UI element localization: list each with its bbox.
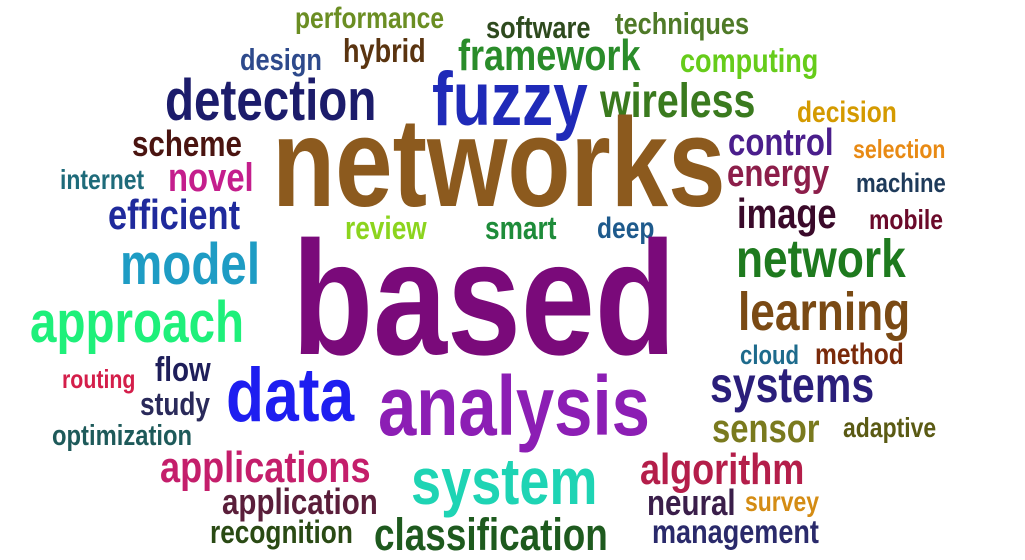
word-method: method xyxy=(815,338,904,371)
word-management: management xyxy=(652,513,819,550)
word-adaptive: adaptive xyxy=(843,412,937,443)
word-detection: detection xyxy=(165,68,377,133)
word-network: network xyxy=(736,229,906,289)
word-approach: approach xyxy=(30,290,245,355)
word-design: design xyxy=(240,42,322,77)
word-systems: systems xyxy=(710,357,875,413)
word-mobile: mobile xyxy=(869,204,943,235)
word-fuzzy: fuzzy xyxy=(432,57,588,142)
word-recognition: recognition xyxy=(210,514,353,550)
word-networks: networks xyxy=(272,92,726,233)
word-machine: machine xyxy=(856,168,946,198)
word-review: review xyxy=(345,210,427,246)
word-system: system xyxy=(411,444,598,518)
word-decision: decision xyxy=(797,96,897,129)
word-analysis: analysis xyxy=(378,359,650,453)
word-efficient: efficient xyxy=(108,191,241,238)
word-classification: classification xyxy=(374,509,608,560)
word-sensor: sensor xyxy=(712,407,820,451)
word-based: based xyxy=(292,208,676,389)
word-applications: applications xyxy=(160,443,371,492)
word-internet: internet xyxy=(60,164,145,195)
word-flow: flow xyxy=(155,351,211,389)
word-algorithm: algorithm xyxy=(640,445,805,494)
word-techniques: techniques xyxy=(615,6,750,41)
word-image: image xyxy=(737,190,837,237)
word-smart: smart xyxy=(485,210,557,246)
word-study: study xyxy=(140,386,210,422)
word-neural: neural xyxy=(647,482,736,523)
word-application: application xyxy=(222,481,378,522)
word-selection: selection xyxy=(853,134,946,164)
word-deep: deep xyxy=(597,212,655,245)
word-optimization: optimization xyxy=(52,420,193,452)
word-scheme: scheme xyxy=(132,123,242,164)
word-framework: framework xyxy=(458,31,641,80)
word-routing: routing xyxy=(62,364,136,394)
word-survey: survey xyxy=(745,486,820,517)
word-energy: energy xyxy=(727,153,830,195)
word-model: model xyxy=(120,232,261,297)
word-learning: learning xyxy=(738,282,911,342)
word-cloud: cloud xyxy=(740,340,800,370)
word-performance: performance xyxy=(295,2,445,35)
word-computing: computing xyxy=(680,42,819,79)
word-novel: novel xyxy=(168,156,254,200)
word-hybrid: hybrid xyxy=(343,32,426,69)
word-software: software xyxy=(486,10,591,45)
word-wireless: wireless xyxy=(600,75,756,128)
word-control: control xyxy=(728,122,834,164)
word-data: data xyxy=(226,353,355,438)
